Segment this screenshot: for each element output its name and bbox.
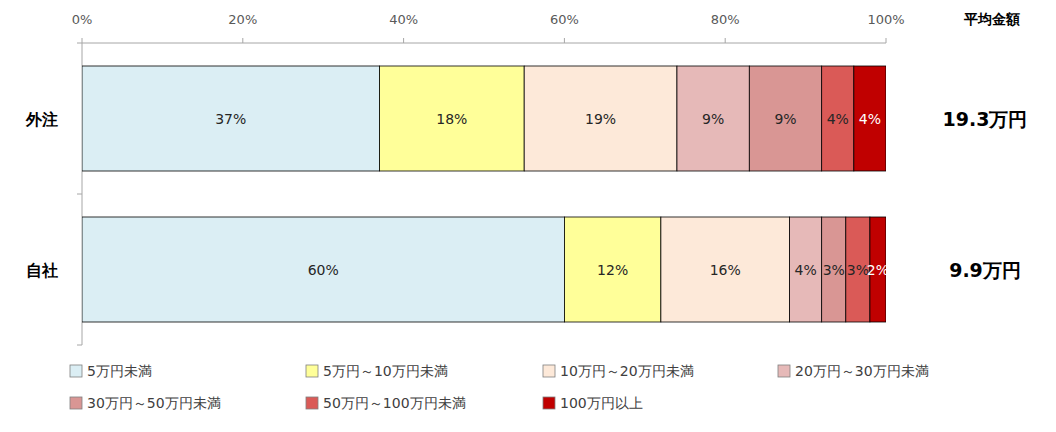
data-label: 9% bbox=[774, 111, 796, 127]
data-label: 37% bbox=[215, 111, 246, 127]
legend-swatch bbox=[778, 365, 790, 377]
bar-segment bbox=[790, 217, 822, 322]
x-tick-label: 80% bbox=[711, 12, 740, 27]
data-label: 3% bbox=[823, 262, 845, 278]
legend-swatch bbox=[306, 397, 318, 409]
data-label: 18% bbox=[436, 111, 467, 127]
bar-segment bbox=[564, 217, 660, 322]
bar-segment bbox=[854, 66, 886, 171]
bar-segment bbox=[677, 66, 749, 171]
data-label: 4% bbox=[794, 262, 816, 278]
x-tick-label: 60% bbox=[550, 12, 579, 27]
data-label: 16% bbox=[710, 262, 741, 278]
legend-label: 10万円～20万円未満 bbox=[560, 363, 694, 379]
x-tick-label: 0% bbox=[72, 12, 93, 27]
data-label: 4% bbox=[827, 111, 849, 127]
legend-label: 5万円未満 bbox=[87, 363, 152, 379]
category-label: 外注 bbox=[25, 110, 58, 129]
data-label: 9% bbox=[702, 111, 724, 127]
legend-swatch bbox=[543, 365, 555, 377]
x-tick bbox=[82, 38, 83, 43]
bar-segment bbox=[82, 217, 564, 322]
x-tick-label: 40% bbox=[389, 12, 418, 27]
bar-segment bbox=[524, 66, 677, 171]
y-tick bbox=[77, 43, 82, 44]
legend-swatch bbox=[70, 397, 82, 409]
x-tick bbox=[725, 38, 726, 43]
legend-swatch bbox=[306, 365, 318, 377]
bar-segment bbox=[822, 217, 846, 322]
x-tick bbox=[564, 38, 565, 43]
bar-segment bbox=[82, 66, 379, 171]
data-label: 19% bbox=[585, 111, 616, 127]
bar-segment bbox=[379, 66, 524, 171]
legend-label: 30万円～50万円未満 bbox=[87, 395, 221, 411]
legend-swatch bbox=[543, 397, 555, 409]
x-tick bbox=[403, 38, 404, 43]
data-label: 60% bbox=[308, 262, 339, 278]
category-label: 自社 bbox=[26, 261, 58, 280]
x-tick bbox=[242, 38, 243, 43]
legend-swatch bbox=[70, 365, 82, 377]
bar-segment bbox=[749, 66, 821, 171]
bar-segment bbox=[822, 66, 854, 171]
legend-label: 50万円～100万円未満 bbox=[323, 395, 466, 411]
average-value: 19.3万円 bbox=[943, 108, 1028, 130]
x-tick bbox=[886, 38, 887, 43]
x-tick-label: 20% bbox=[228, 12, 257, 27]
data-label: 2% bbox=[867, 262, 889, 278]
x-tick-label: 100% bbox=[867, 12, 904, 27]
y-tick bbox=[77, 194, 82, 195]
data-label: 3% bbox=[847, 262, 869, 278]
bar-segment bbox=[661, 217, 790, 322]
data-labels: 37%18%19%9%9%4%4%60%12%16%4%3%3%2% bbox=[215, 111, 889, 278]
average-title: 平均金額 bbox=[963, 11, 1020, 27]
legend-label: 20万円～30万円未満 bbox=[795, 363, 929, 379]
legend-label: 100万円以上 bbox=[560, 395, 643, 411]
y-tick bbox=[77, 345, 82, 346]
bars bbox=[82, 66, 886, 322]
data-label: 12% bbox=[597, 262, 628, 278]
legend-label: 5万円～10万円未満 bbox=[323, 363, 448, 379]
average-value: 9.9万円 bbox=[949, 259, 1021, 281]
x-axis-line bbox=[82, 43, 886, 44]
data-label: 4% bbox=[859, 111, 881, 127]
